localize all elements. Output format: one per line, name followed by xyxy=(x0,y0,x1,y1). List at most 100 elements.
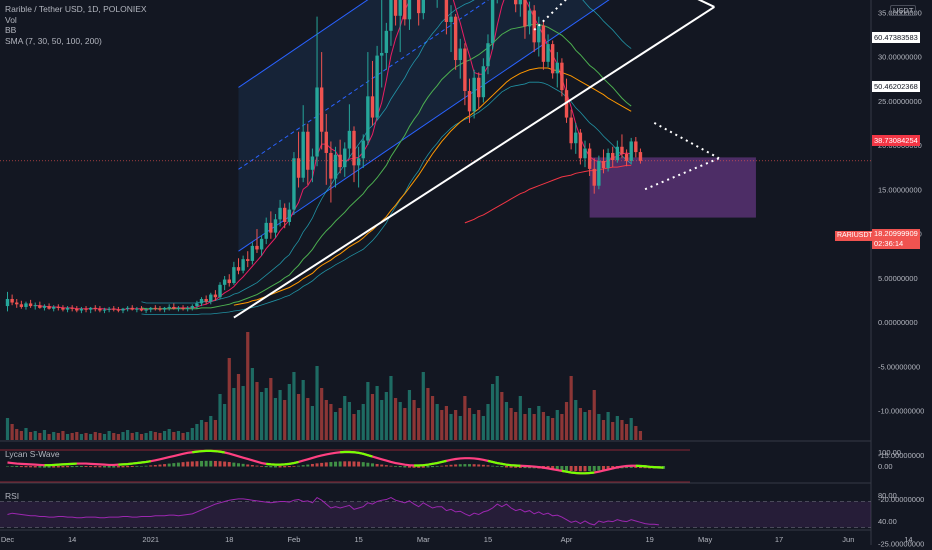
wave-histogram-bar xyxy=(121,466,125,468)
x-tick-label: 15 xyxy=(484,535,492,544)
y-tick-label: -15.00000000 xyxy=(878,451,924,460)
candle-body xyxy=(560,62,564,91)
channel-mid xyxy=(238,0,489,170)
candle-body xyxy=(421,0,425,14)
legend-vol[interactable]: Vol xyxy=(5,14,17,25)
candle-body xyxy=(486,43,490,67)
wave-histogram-bar xyxy=(329,462,333,467)
candle-body xyxy=(209,294,213,302)
wave-histogram-bar xyxy=(139,466,143,467)
currency-button[interactable]: USDT xyxy=(890,5,917,16)
rsi-line xyxy=(7,496,659,526)
rsi-panel-title[interactable]: RSI xyxy=(5,491,20,501)
triangle-lower xyxy=(233,6,715,319)
volume-bar xyxy=(19,431,23,440)
candle-body xyxy=(564,90,569,118)
x-tick-label: 15 xyxy=(354,535,362,544)
wave-histogram-bar xyxy=(606,466,610,470)
wave-histogram-bar xyxy=(186,461,190,467)
legend-title[interactable]: Rarible / Tether USD, 1D, POLONIEX xyxy=(5,4,147,14)
x-tick-label: 18 xyxy=(225,535,233,544)
wave-histogram-bar xyxy=(468,464,471,467)
wave-histogram-bar xyxy=(569,466,573,471)
volume-bar xyxy=(38,433,42,440)
candle-body xyxy=(546,44,550,62)
volume-bar xyxy=(10,424,14,440)
wave-histogram-bar xyxy=(98,466,102,468)
legend-bb[interactable]: BB xyxy=(5,25,17,35)
candle-body xyxy=(222,279,227,285)
wave-histogram-bar xyxy=(407,466,411,468)
wave-histogram-bar xyxy=(380,464,384,467)
wave-histogram-bar xyxy=(560,466,564,471)
candle-body xyxy=(477,77,481,98)
volume-bar xyxy=(269,378,273,440)
candle-body xyxy=(592,168,596,186)
wave-histogram-bar xyxy=(463,464,467,467)
volume-bar xyxy=(278,390,282,440)
candle-body xyxy=(638,152,643,161)
y-tick-label: -5.00000000 xyxy=(878,362,920,371)
candle-body xyxy=(172,306,176,309)
volume-bar xyxy=(158,433,162,440)
legend-sma[interactable]: SMA (7, 30, 50, 100, 200) xyxy=(5,35,102,46)
candle-body xyxy=(70,307,74,309)
volume-bar xyxy=(29,432,33,440)
volume-bar xyxy=(541,412,546,440)
volume-bar xyxy=(121,432,125,440)
candle-body xyxy=(449,16,453,22)
candle-body xyxy=(139,308,144,311)
candle-body xyxy=(255,245,259,250)
candle-body xyxy=(356,158,361,166)
candle-body xyxy=(61,307,65,310)
wave-histogram-bar xyxy=(551,466,555,470)
wave-histogram-bar xyxy=(232,462,236,467)
volume-bar xyxy=(236,374,241,440)
wave-histogram-bar xyxy=(70,466,74,468)
volume-bar xyxy=(421,372,425,440)
candle-body xyxy=(407,0,412,20)
volume-bar xyxy=(61,431,65,440)
wave-histogram-bar xyxy=(306,464,310,467)
candle-body xyxy=(537,25,541,43)
volume-bar xyxy=(366,382,370,440)
wave-histogram-bar xyxy=(509,466,513,468)
wave-histogram-bar xyxy=(15,466,19,467)
candle-body xyxy=(250,245,255,261)
volume-bar xyxy=(569,376,573,440)
wave-histogram-bar xyxy=(176,462,180,467)
wave-histogram-bar xyxy=(260,466,264,467)
volume-bar xyxy=(514,412,518,440)
volume-bar xyxy=(472,414,476,440)
wave-histogram-bar xyxy=(454,464,458,467)
volume-bar xyxy=(629,418,633,440)
wave-histogram-bar xyxy=(47,466,51,468)
wave-histogram-bar xyxy=(440,465,444,467)
candle-body xyxy=(84,308,88,310)
wave-histogram-bar xyxy=(61,466,65,468)
wave-histogram-bar xyxy=(126,466,130,468)
candle-body xyxy=(620,146,624,154)
volume-bar xyxy=(454,410,458,440)
volume-bar xyxy=(213,420,217,440)
wave-histogram-bar xyxy=(84,466,88,467)
wave-tick-label: 0.00 xyxy=(878,462,893,471)
demand-zone xyxy=(589,157,756,218)
channel-upper xyxy=(238,0,369,88)
wave-panel-title[interactable]: Lycan S-Wave xyxy=(5,449,60,459)
wave-histogram-bar xyxy=(555,466,559,470)
volume-bar xyxy=(47,434,51,440)
wave-histogram-bar xyxy=(163,464,167,467)
candle-body xyxy=(597,160,601,186)
sma-line-2 xyxy=(233,67,632,306)
volume-bar xyxy=(477,410,481,440)
candle-body xyxy=(366,96,370,141)
volume-bar xyxy=(495,376,499,440)
candle-body xyxy=(158,308,162,310)
wave-histogram-bar xyxy=(190,461,194,467)
wave-histogram-bar xyxy=(283,466,287,468)
volume-bar xyxy=(107,431,111,440)
volume-bar xyxy=(588,410,592,440)
y-tick-label: -20.00000000 xyxy=(878,495,924,504)
